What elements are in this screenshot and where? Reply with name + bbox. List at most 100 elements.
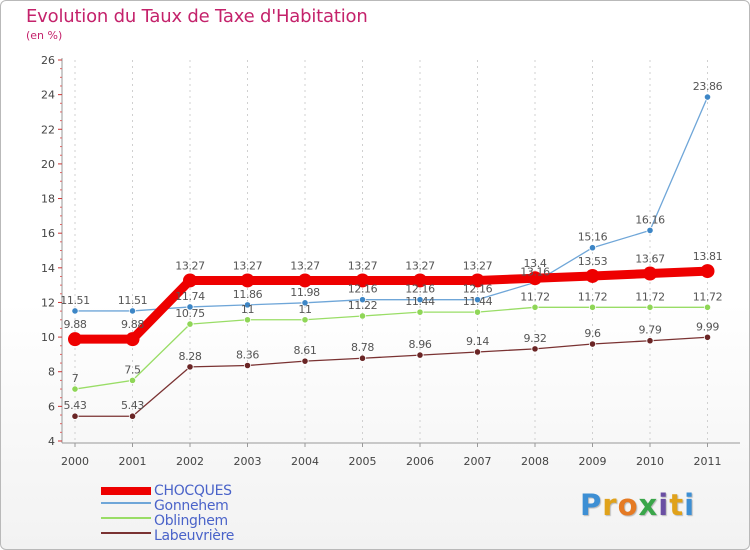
point-gonnehem-2009 bbox=[588, 244, 597, 252]
point-labeuvrire-2011 bbox=[703, 333, 712, 341]
point-labeuvrire-2002 bbox=[186, 363, 194, 371]
point-chocques-2000 bbox=[68, 332, 82, 347]
point-gonnehem-2002 bbox=[186, 303, 194, 311]
series-line-oblinghem bbox=[74, 306, 708, 390]
y-tick-label-14: 14 bbox=[41, 262, 55, 275]
point-oblinghem-2006 bbox=[416, 308, 424, 316]
data-label-gonnehem-2002: 11.74 bbox=[175, 290, 205, 303]
legend-label-gonnehem: Gonnehem bbox=[154, 498, 229, 514]
point-oblinghem-2010 bbox=[646, 303, 654, 311]
y-tick-label-6: 6 bbox=[48, 400, 55, 413]
point-gonnehem-2005 bbox=[358, 296, 367, 304]
point-oblinghem-2007 bbox=[473, 308, 482, 316]
x-tick-label-2008: 2008 bbox=[521, 455, 549, 468]
y-tick-label-20: 20 bbox=[41, 158, 55, 171]
data-label-chocques-2002: 13.27 bbox=[175, 259, 205, 272]
x-tick-label-2001: 2001 bbox=[119, 455, 147, 468]
data-label-labeuvrire-2006: 8.96 bbox=[409, 338, 432, 351]
series-line-gonnehem bbox=[75, 96, 709, 312]
x-tick-label-2010: 2010 bbox=[636, 455, 664, 468]
point-oblinghem-2004 bbox=[301, 316, 309, 324]
legend-label-chocques: CHOCQUES bbox=[154, 483, 232, 499]
logo-letter: x bbox=[638, 488, 659, 522]
logo-letter: t bbox=[669, 488, 685, 522]
data-label-oblinghem-2002: 10.75 bbox=[175, 307, 205, 320]
data-label-gonnehem-2010: 16.16 bbox=[635, 213, 665, 226]
point-chocques-2006 bbox=[413, 273, 427, 288]
logo-letter: o bbox=[617, 488, 639, 522]
point-chocques-2011 bbox=[700, 264, 715, 279]
data-label-oblinghem-2011: 11.72 bbox=[693, 290, 723, 303]
point-labeuvrire-2004 bbox=[301, 357, 309, 365]
data-label-oblinghem-2006: 11.44 bbox=[405, 295, 435, 308]
point-oblinghem-2009 bbox=[588, 303, 597, 311]
data-label-labeuvrire-2000: 5.43 bbox=[64, 399, 87, 412]
x-tick-label-2009: 2009 bbox=[579, 455, 607, 468]
point-gonnehem-2003 bbox=[243, 301, 252, 309]
logo-letter: i bbox=[684, 488, 696, 522]
data-label-gonnehem-2004: 11.98 bbox=[290, 286, 320, 299]
point-labeuvrire-2001 bbox=[128, 412, 137, 420]
point-oblinghem-2008 bbox=[531, 303, 539, 311]
y-tick-label-26: 26 bbox=[41, 54, 55, 67]
data-label-labeuvrire-2010: 9.79 bbox=[639, 324, 662, 337]
point-oblinghem-2003 bbox=[243, 316, 252, 324]
point-chocques-2008 bbox=[528, 271, 542, 286]
y-tick-label-12: 12 bbox=[41, 296, 55, 309]
y-tick-label-22: 22 bbox=[41, 123, 55, 136]
data-label-oblinghem-2000: 7 bbox=[72, 372, 79, 385]
point-chocques-2010 bbox=[643, 266, 657, 281]
proxiti-logo: Proxiti bbox=[580, 488, 695, 522]
point-chocques-2001 bbox=[125, 332, 140, 347]
y-tick-label-24: 24 bbox=[41, 89, 55, 102]
point-chocques-2002 bbox=[183, 273, 197, 288]
point-labeuvrire-2007 bbox=[473, 348, 482, 356]
data-label-labeuvrire-2003: 8.36 bbox=[236, 348, 259, 361]
data-label-oblinghem-2009: 11.72 bbox=[578, 290, 608, 303]
data-label-labeuvrire-2004: 8.61 bbox=[294, 344, 317, 357]
x-tick-label-2003: 2003 bbox=[234, 455, 262, 468]
data-label-gonnehem-2001: 11.51 bbox=[118, 294, 148, 307]
point-labeuvrire-2003 bbox=[243, 361, 252, 370]
x-tick-label-2007: 2007 bbox=[464, 455, 492, 468]
point-chocques-2005 bbox=[355, 273, 370, 288]
y-tick-label-4: 4 bbox=[48, 435, 55, 448]
data-label-gonnehem-2005: 12.16 bbox=[348, 283, 378, 296]
point-chocques-2003 bbox=[240, 273, 255, 288]
point-labeuvrire-2010 bbox=[646, 337, 654, 345]
x-tick-label-2011: 2011 bbox=[694, 455, 722, 468]
data-label-gonnehem-2008: 13.16 bbox=[520, 265, 550, 278]
data-label-labeuvrire-2005: 8.78 bbox=[351, 341, 374, 354]
legend-label-labeuvriere: Labeuvrière bbox=[154, 528, 235, 544]
data-label-chocques-2010: 13.67 bbox=[635, 253, 665, 266]
x-tick-label-2000: 2000 bbox=[61, 455, 89, 468]
chart-title: Evolution du Taux de Taxe d'Habitation bbox=[26, 6, 368, 27]
x-tick-label-2002: 2002 bbox=[176, 455, 204, 468]
point-labeuvrire-2009 bbox=[588, 340, 597, 348]
data-label-oblinghem-2005: 11.22 bbox=[348, 299, 378, 312]
data-label-chocques-2003: 13.27 bbox=[233, 259, 263, 272]
data-label-labeuvrire-2009: 9.6 bbox=[584, 327, 601, 340]
point-chocques-2007 bbox=[470, 273, 485, 288]
data-label-oblinghem-2003: 11 bbox=[241, 303, 254, 316]
y-tick-label-18: 18 bbox=[41, 193, 55, 206]
series-line-labeuvrire bbox=[75, 336, 708, 417]
logo-letter: i bbox=[658, 488, 670, 522]
data-label-oblinghem-2008: 11.72 bbox=[520, 290, 550, 303]
point-labeuvrire-2000 bbox=[71, 412, 79, 420]
data-label-chocques-2006: 13.27 bbox=[405, 259, 435, 272]
point-oblinghem-2002 bbox=[186, 320, 194, 328]
point-gonnehem-2000 bbox=[71, 307, 79, 315]
line-chart: 4 6 8 10 12 14 16 18 20 22 24 26 2000 2001 2002 2003 200… bbox=[41, 54, 740, 468]
point-gonnehem-2004 bbox=[301, 299, 309, 307]
data-label-chocques-2007: 13.27 bbox=[463, 259, 493, 272]
data-label-gonnehem-2007: 12.16 bbox=[463, 283, 493, 296]
series-line-chocques bbox=[75, 266, 708, 344]
point-oblinghem-2001 bbox=[128, 376, 137, 384]
data-label-gonnehem-2006: 12.16 bbox=[405, 283, 435, 296]
point-gonnehem-2001 bbox=[128, 307, 137, 315]
point-gonnehem-2007 bbox=[473, 296, 482, 304]
point-gonnehem-2011 bbox=[703, 93, 712, 101]
point-labeuvrire-2006 bbox=[416, 351, 424, 359]
data-label-labeuvrire-2011: 9.99 bbox=[696, 320, 719, 333]
